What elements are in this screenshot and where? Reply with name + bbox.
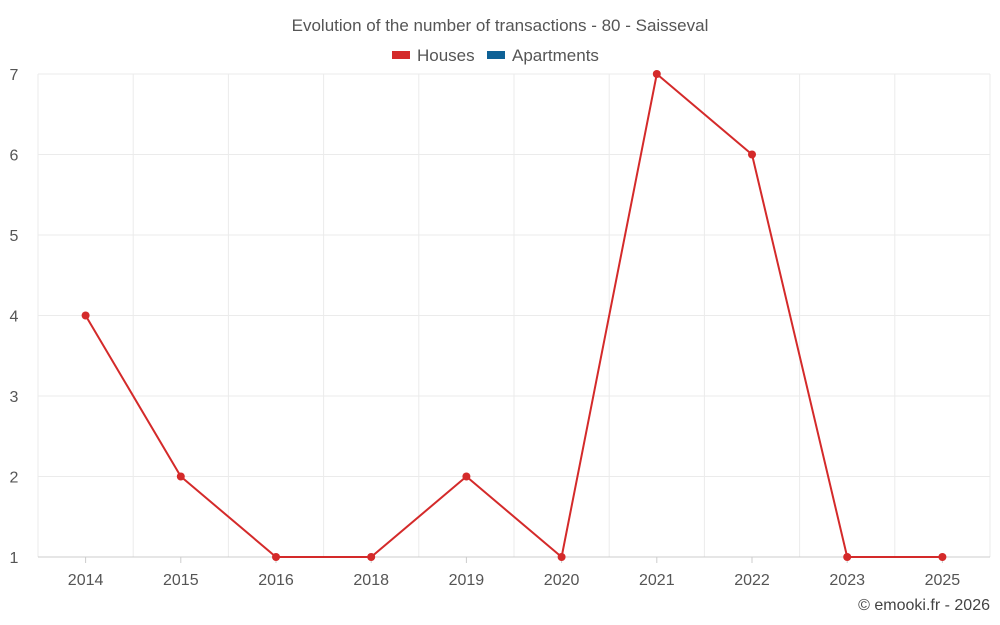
x-tick-label: 2022 xyxy=(734,572,770,589)
x-tick-label: 2014 xyxy=(68,572,104,589)
y-tick-label: 3 xyxy=(10,389,19,406)
x-tick-label: 2025 xyxy=(925,572,961,589)
legend-label-houses: Houses xyxy=(417,46,475,65)
series-line-houses xyxy=(84,73,943,558)
y-tick-label: 6 xyxy=(10,148,19,165)
x-tick-label: 2019 xyxy=(449,572,485,589)
y-tick-label: 7 xyxy=(10,67,19,84)
data-point-houses-2025[interactable] xyxy=(938,553,947,561)
y-tick-label: 1 xyxy=(10,550,19,567)
y-tick-label: 2 xyxy=(10,470,19,487)
data-point-houses-2022[interactable] xyxy=(748,150,756,159)
credit-text: © emooki.fr - 2026 xyxy=(858,597,990,614)
x-tick-label: 2016 xyxy=(258,572,294,589)
legend-swatch-apartments xyxy=(487,51,505,59)
x-tick-label: 2021 xyxy=(639,572,675,589)
data-point-houses-2016[interactable] xyxy=(272,553,280,561)
y-tick-label: 5 xyxy=(10,228,19,245)
chart-title: Evolution of the number of transactions … xyxy=(292,16,709,35)
x-axis-ticks: 2014 2015 2016 2018 2019 2020 2021 2022 2023 2025 xyxy=(68,557,960,589)
data-point-houses-2020[interactable] xyxy=(557,553,566,561)
x-tick-label: 2015 xyxy=(163,572,199,589)
x-tick-label: 2020 xyxy=(544,572,580,589)
legend-item-apartments[interactable]: Apartments xyxy=(487,46,599,65)
y-tick-label: 4 xyxy=(10,309,19,326)
data-point-houses-2023[interactable] xyxy=(843,553,852,561)
data-point-houses-2015[interactable] xyxy=(176,472,185,481)
data-point-houses-2021[interactable] xyxy=(652,70,661,78)
data-point-houses-2019[interactable] xyxy=(462,472,471,481)
legend: Houses Apartments xyxy=(392,46,599,65)
x-tick-label: 2023 xyxy=(829,572,865,589)
legend-item-houses[interactable]: Houses xyxy=(392,46,475,65)
data-point-houses-2018[interactable] xyxy=(367,553,376,561)
series-houses xyxy=(81,70,947,561)
data-point-houses-2014[interactable] xyxy=(81,311,90,320)
y-axis-ticks: 1 2 3 4 5 6 7 xyxy=(10,67,19,567)
legend-swatch-houses xyxy=(392,51,410,59)
grid xyxy=(37,73,991,558)
legend-label-apartments: Apartments xyxy=(512,46,599,65)
x-tick-label: 2018 xyxy=(353,572,389,589)
